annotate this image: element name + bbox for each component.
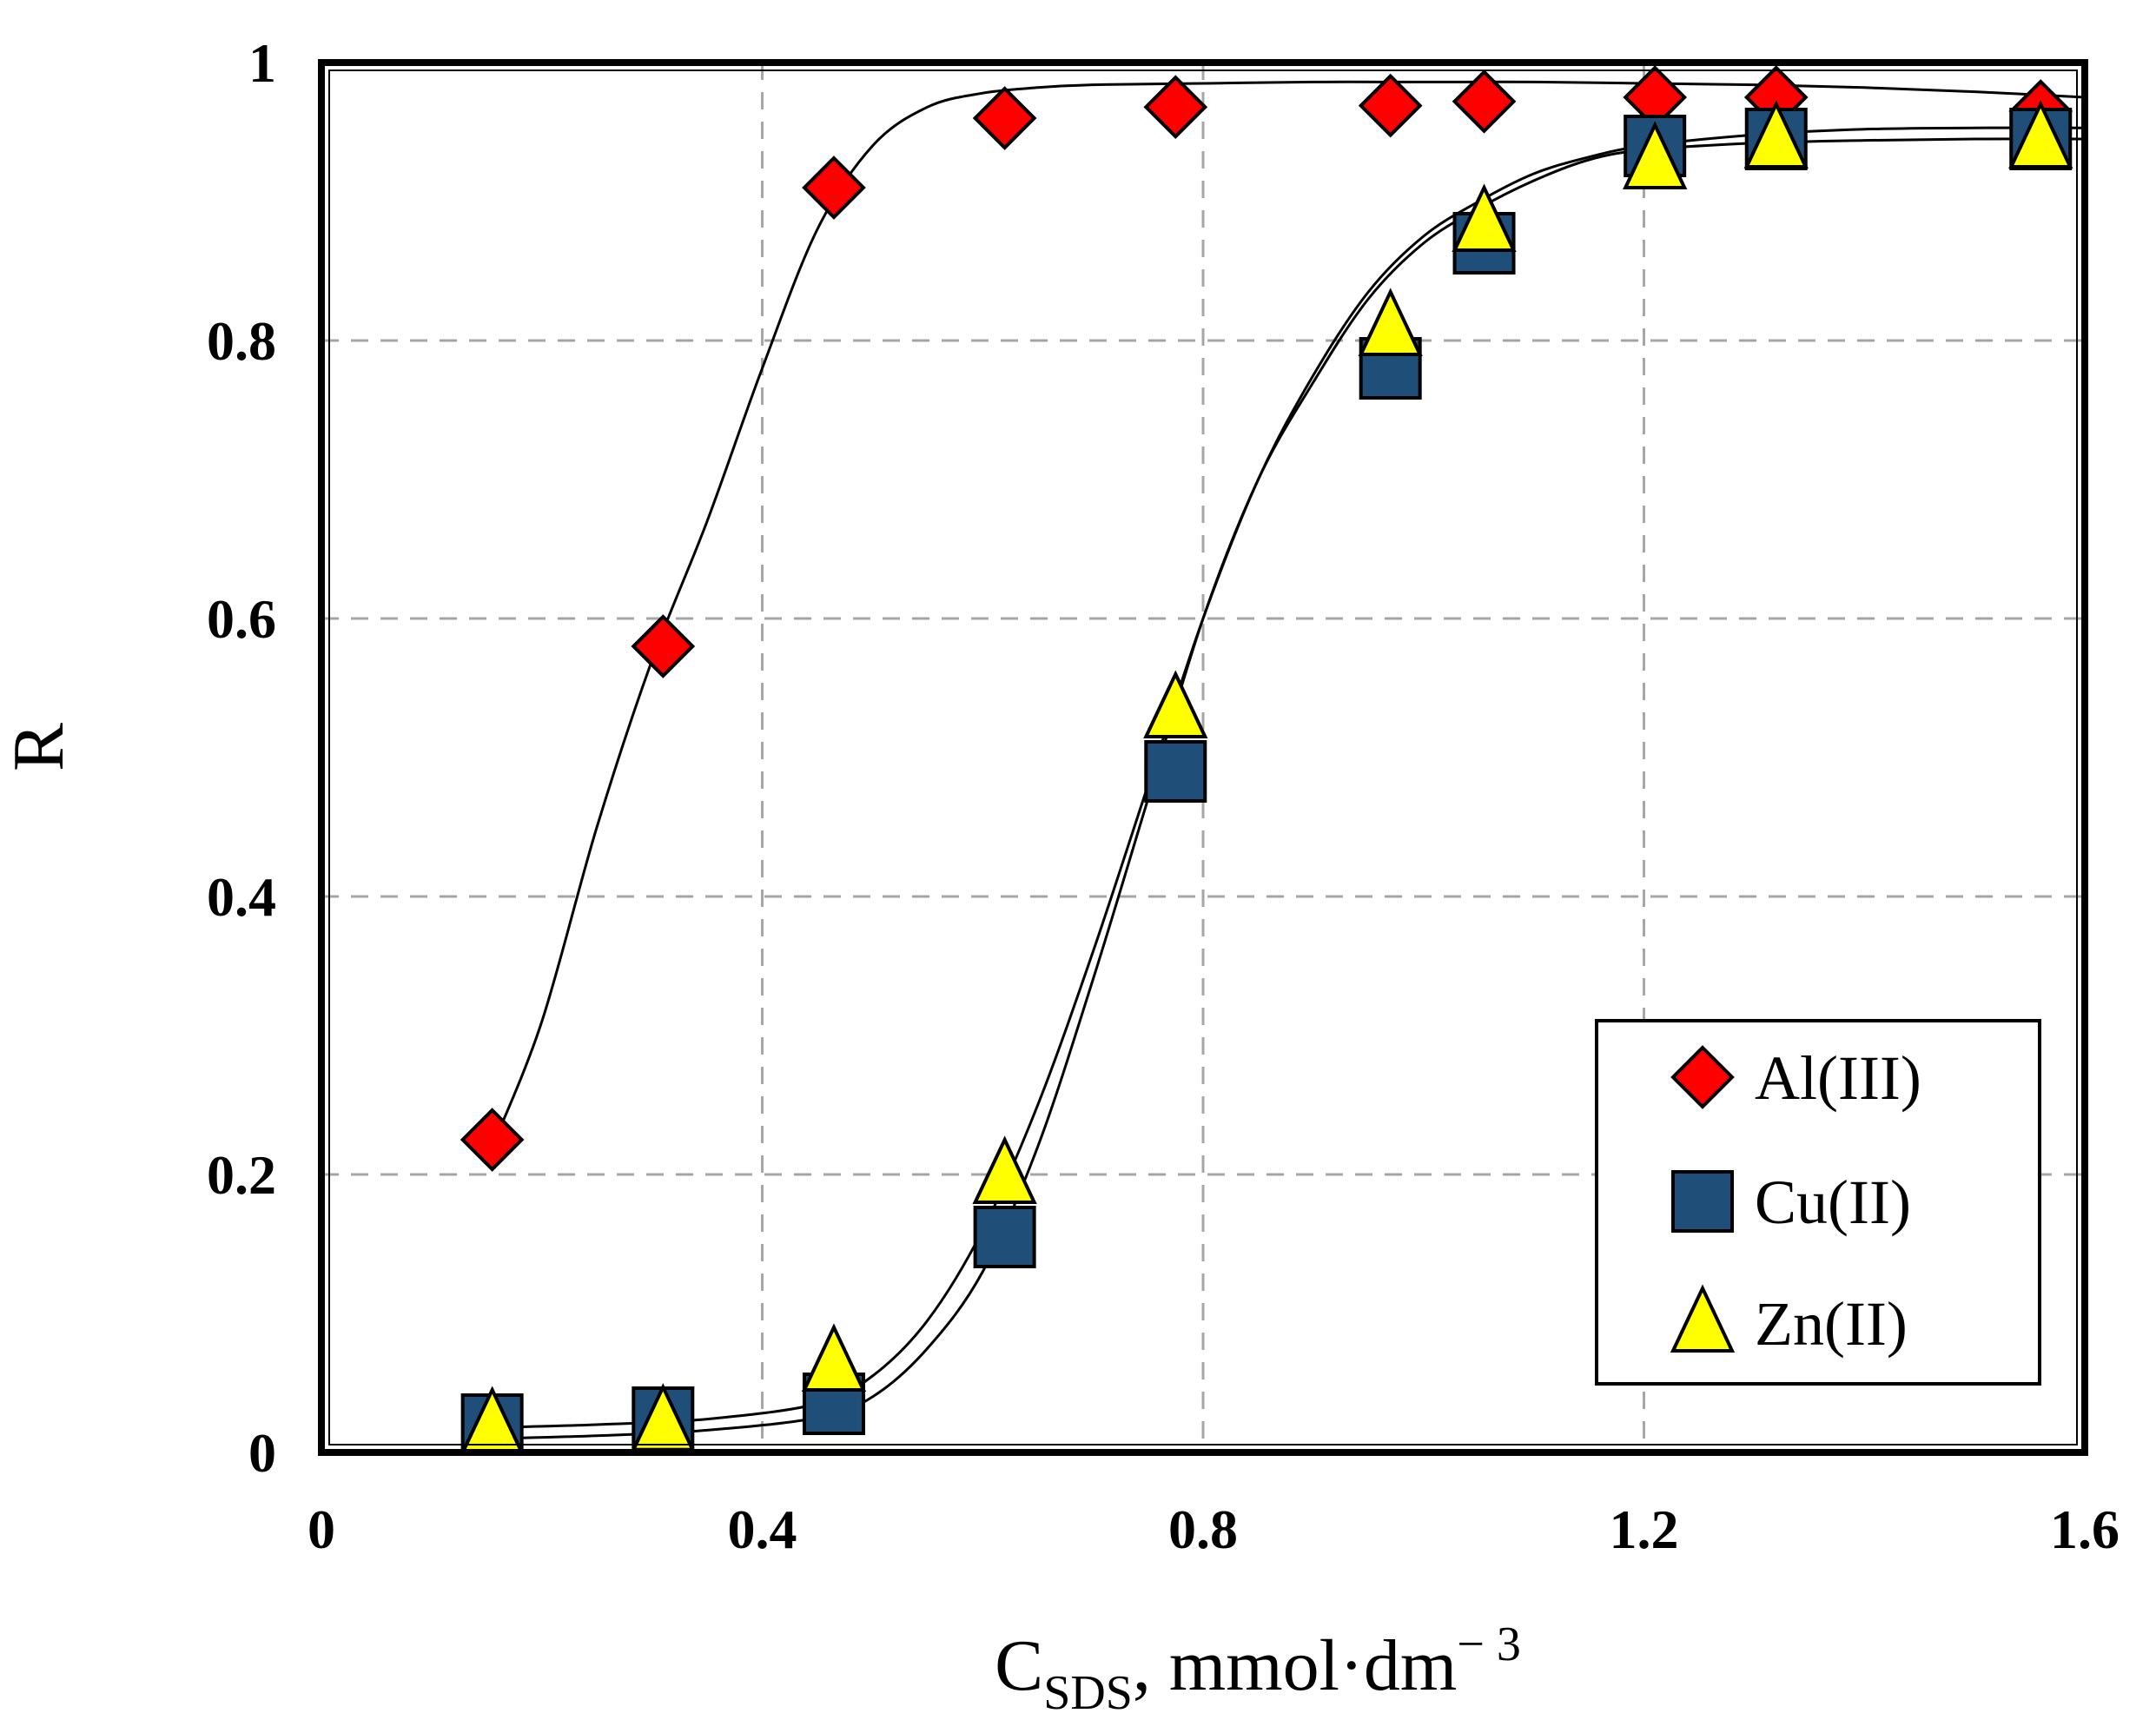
- y-tick-label: 0: [248, 1422, 276, 1484]
- y-axis-title: R: [0, 723, 79, 771]
- legend-box: [1595, 1019, 2041, 1386]
- x-axis-title-main: C: [995, 1625, 1043, 1706]
- data-point-znii: [1743, 100, 1809, 169]
- y-tick-label: 0.2: [207, 1144, 276, 1206]
- y-tick-label: 1: [248, 32, 276, 94]
- data-point-cuii: [1144, 740, 1207, 803]
- fit-curve-aliii: [491, 80, 2086, 1148]
- x-tick-label: 1.6: [2050, 1498, 2120, 1560]
- y-tick-label: 0.4: [207, 866, 276, 928]
- data-point-aliii: [460, 1108, 525, 1172]
- data-point-cuii: [973, 1206, 1036, 1268]
- x-axis-title-unit: , mmol·dm: [1133, 1625, 1457, 1706]
- data-point-aliii: [802, 155, 866, 220]
- legend-marker-cuii: [1671, 1170, 1734, 1233]
- data-point-aliii: [1358, 73, 1423, 138]
- data-markers: [460, 65, 2073, 1456]
- x-axis-title-superscript: − 3: [1457, 1617, 1521, 1671]
- data-point-aliii: [1452, 69, 1517, 134]
- data-point-znii: [972, 1135, 1037, 1204]
- data-point-znii: [1143, 670, 1208, 738]
- legend-label-cuii: Cu(II): [1755, 1168, 1911, 1237]
- plot-border-inner: [328, 69, 2078, 1445]
- x-tick-label: 1.2: [1610, 1498, 1679, 1560]
- x-tick-label: 0.8: [1168, 1498, 1238, 1560]
- legend-label-aliii: Al(III): [1755, 1043, 1921, 1113]
- data-point-znii: [1452, 183, 1517, 252]
- y-tick-label: 0.6: [207, 588, 276, 650]
- y-tick-label: 0.8: [207, 310, 276, 372]
- legend-label-znii: Zn(II): [1755, 1289, 1908, 1359]
- x-axis-title: CSDS, mmol·dm− 3: [995, 1617, 1521, 1720]
- x-axis-title-subscript: SDS: [1043, 1666, 1133, 1720]
- data-point-znii: [801, 1323, 867, 1392]
- legend-marker-znii: [1670, 1284, 1736, 1353]
- data-point-znii: [1358, 288, 1423, 356]
- data-point-aliii: [1143, 75, 1208, 140]
- legend: Al(III) Cu(II) Zn(II): [1595, 1019, 2041, 1386]
- legend-marker-aliii: [1670, 1045, 1735, 1109]
- x-tick-label: 0.4: [728, 1498, 797, 1560]
- data-point-aliii: [631, 614, 696, 678]
- data-point-znii: [2008, 100, 2073, 169]
- data-point-aliii: [972, 86, 1037, 150]
- plot-border: [318, 59, 2088, 1456]
- x-tick-label: 0: [308, 1498, 335, 1560]
- plot-frame: [318, 59, 2088, 1456]
- tick-labels: 0 0.4 0.8 1.2 1.6 0 0.2 0.4 0.6 0.8 1: [207, 32, 2120, 1560]
- data-point-znii: [1623, 121, 1688, 189]
